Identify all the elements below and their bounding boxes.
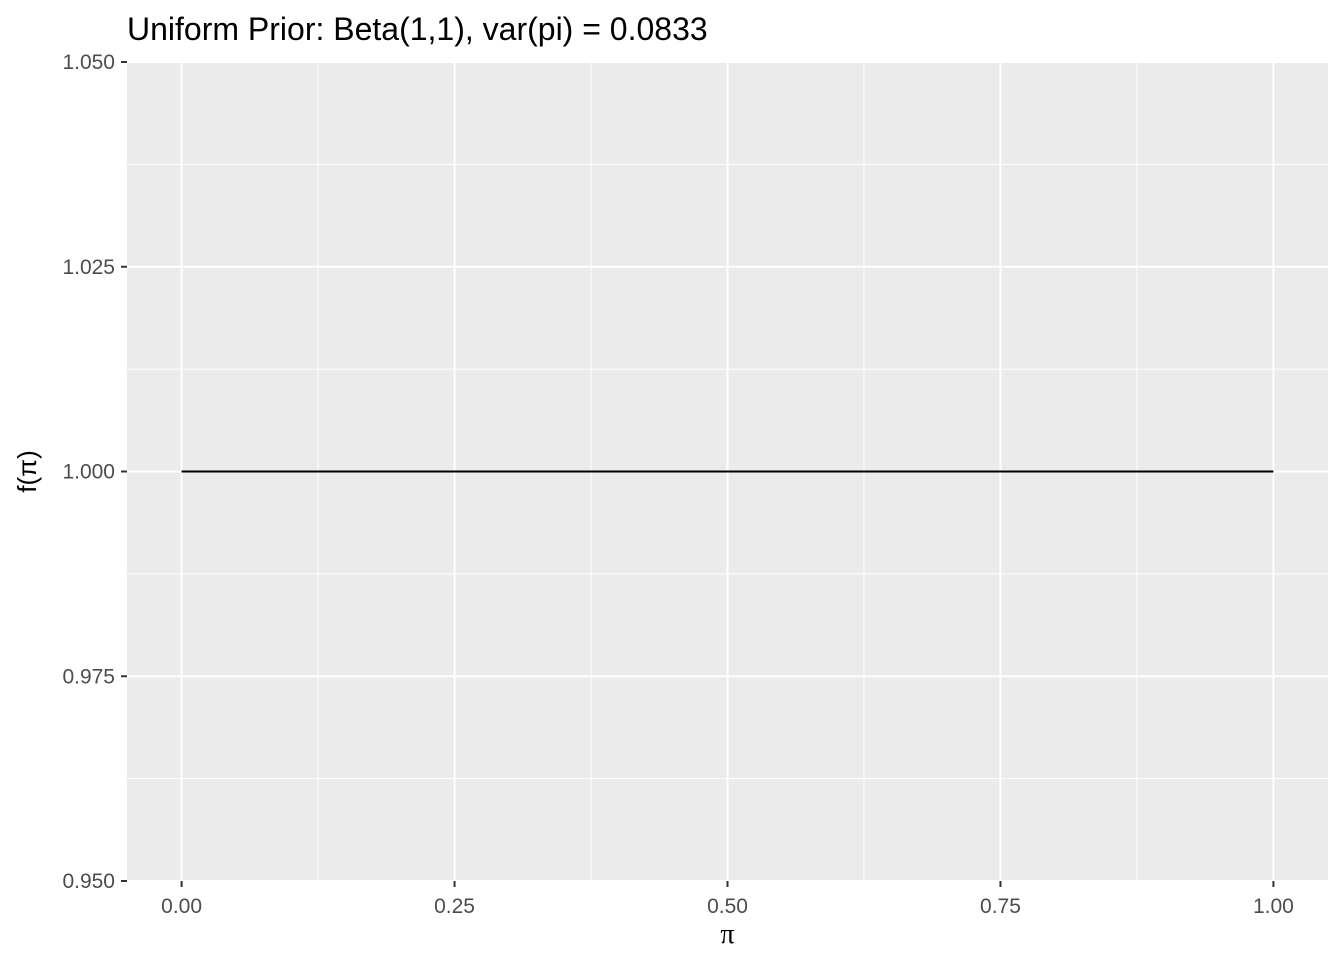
x-tick-label-4: 1.00 (1253, 895, 1294, 918)
x-tick-label-0: 0.00 (161, 895, 202, 918)
y-axis-label: f(π) (12, 450, 42, 492)
y-tick-label-0: 0.950 (62, 870, 115, 893)
x-tick-label-1: 0.25 (434, 895, 475, 918)
chart-title: Uniform Prior: Beta(1,1), var(pi) = 0.08… (127, 11, 708, 47)
y-tick-label-2: 1.000 (62, 461, 115, 484)
x-axis-label: π (720, 919, 734, 950)
y-tick-label-1: 0.975 (62, 665, 115, 688)
y-tick-label-3: 1.025 (62, 256, 115, 279)
x-tick-label-2: 0.50 (707, 895, 748, 918)
y-tick-label-4: 1.050 (62, 51, 115, 74)
x-axis: 0.00 0.25 0.50 0.75 1.00 (161, 881, 1294, 918)
y-axis: 0.950 0.975 1.000 1.025 1.050 (62, 51, 127, 893)
x-tick-label-3: 0.75 (980, 895, 1021, 918)
